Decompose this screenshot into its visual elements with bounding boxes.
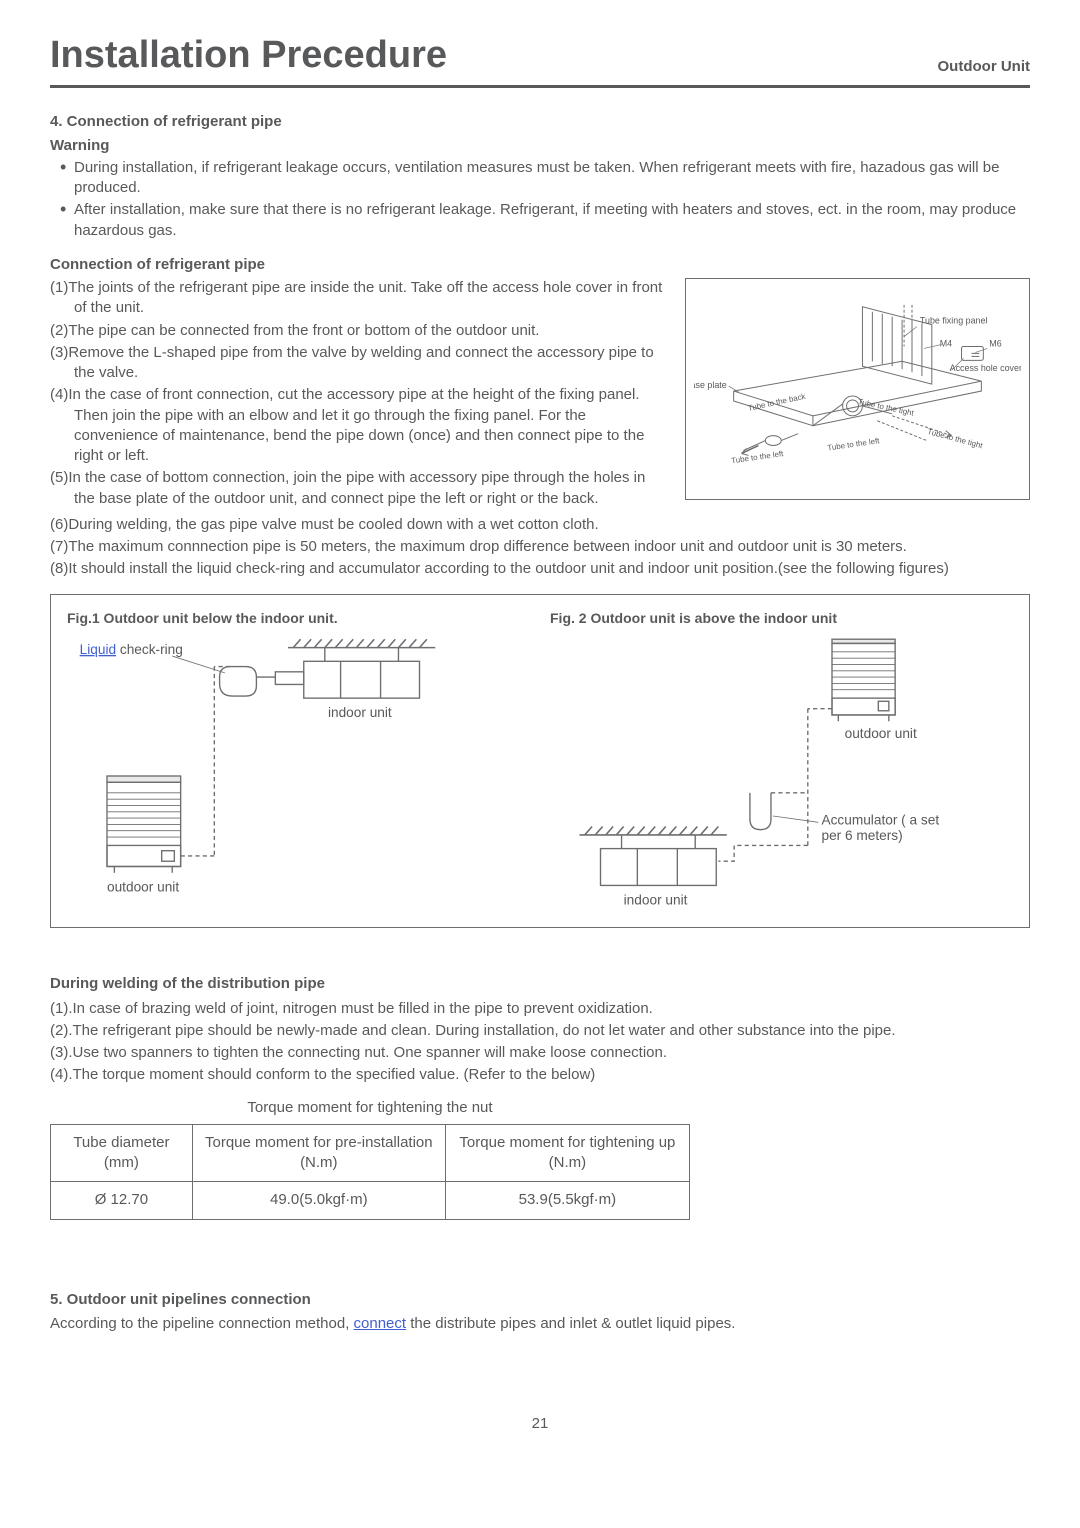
steps-list-top: (1)The joints of the refrigerant pipe ar… <box>50 278 665 509</box>
welding-item: (2).The refrigerant pipe should be newly… <box>50 1021 1030 1041</box>
page-title: Installation Precedure <box>50 30 447 81</box>
fig1-indoor-label: indoor unit <box>328 706 392 721</box>
fig1-svg: Liquid check-ring indoor unit outdoor un… <box>67 635 530 909</box>
table-caption: Torque moment for tightening the nut <box>50 1098 690 1118</box>
welding-list: (1).In case of brazing weld of joint, ni… <box>50 999 1030 1086</box>
page-number: 21 <box>50 1414 1030 1434</box>
fig2-outdoor-label: outdoor unit <box>845 727 917 742</box>
fig1-title: Fig.1 Outdoor unit below the indoor unit… <box>67 609 530 628</box>
warning-list: During installation, if refrigerant leak… <box>50 158 1030 241</box>
fig2-svg: outdoor unit indoor unit Accumulator ( a… <box>550 635 1013 909</box>
connection-heading: Connection of refrigerant pipe <box>50 255 1030 275</box>
figure-2: Fig. 2 Outdoor unit is above the indoor … <box>550 609 1013 916</box>
step-item: (5)In the case of bottom connection, joi… <box>50 468 665 509</box>
page-header: Installation Precedure Outdoor Unit <box>50 30 1030 88</box>
fig2-indoor-label: indoor unit <box>624 893 688 908</box>
connect-link[interactable]: connect <box>354 1315 407 1332</box>
fig2-accumulator-label: Accumulator ( a setper 6 meters) <box>821 813 939 844</box>
step-item: (6)During welding, the gas pipe valve mu… <box>50 515 1030 535</box>
page-subtitle: Outdoor Unit <box>938 57 1030 81</box>
table-row: Ø 12.70 49.0(5.0kgf·m) 53.9(5.5kgf·m) <box>51 1182 690 1219</box>
label-m6: M6 <box>989 338 1001 348</box>
figures-container: Fig.1 Outdoor unit below the indoor unit… <box>50 594 1030 929</box>
welding-item: (4).The torque moment should conform to … <box>50 1065 1030 1085</box>
table-cell: 49.0(5.0kgf·m) <box>192 1182 445 1219</box>
table-header: Tube diameter (mm) <box>51 1124 193 1182</box>
fig1-liquid-label: Liquid check-ring <box>80 642 183 657</box>
welding-item: (3).Use two spanners to tighten the conn… <box>50 1043 1030 1063</box>
warning-item: During installation, if refrigerant leak… <box>60 158 1030 199</box>
section5-text: According to the pipeline connection met… <box>50 1314 1030 1334</box>
label-m4: M4 <box>940 338 952 348</box>
label-tube-fixing: Tube fixing panel <box>920 316 988 326</box>
label-tube-left1: Tube to the left <box>731 449 785 465</box>
figure-1: Fig.1 Outdoor unit below the indoor unit… <box>67 609 530 916</box>
torque-table: Tube diameter (mm) Torque moment for pre… <box>50 1124 690 1220</box>
step-item: (8)It should install the liquid check-ri… <box>50 559 1030 579</box>
step-item: (2)The pipe can be connected from the fr… <box>50 321 665 341</box>
connection-diagram-svg: Tube fixing panel Base plate M4 M6 Acces… <box>694 287 1021 485</box>
label-base-plate: Base plate <box>694 380 727 390</box>
table-header-row: Tube diameter (mm) Torque moment for pre… <box>51 1124 690 1182</box>
welding-item: (1).In case of brazing weld of joint, ni… <box>50 999 1030 1019</box>
fig2-title: Fig. 2 Outdoor unit is above the indoor … <box>550 609 1013 628</box>
welding-heading: During welding of the distribution pipe <box>50 974 1030 994</box>
table-header: Torque moment for pre-installation (N.m) <box>192 1124 445 1182</box>
step-item: (7)The maximum connnection pipe is 50 me… <box>50 537 1030 557</box>
step-item: (1)The joints of the refrigerant pipe ar… <box>50 278 665 319</box>
steps-list-bottom: (6)During welding, the gas pipe valve mu… <box>50 515 1030 580</box>
label-tube-right2: Tube to the tight <box>926 427 984 451</box>
section5-pre: According to the pipeline connection met… <box>50 1315 354 1332</box>
label-tube-back: Tube to the back <box>747 392 806 413</box>
table-header: Torque moment for tightening up (N.m) <box>445 1124 689 1182</box>
step-item: (3)Remove the L-shaped pipe from the val… <box>50 343 665 384</box>
section4-heading: 4. Connection of refrigerant pipe <box>50 112 1030 132</box>
fig1-outdoor-label: outdoor unit <box>107 880 179 895</box>
section5-heading: 5. Outdoor unit pipelines connection <box>50 1290 1030 1310</box>
section5-post: the distribute pipes and inlet & outlet … <box>406 1315 735 1332</box>
step-item: (4)In the case of front connection, cut … <box>50 385 665 466</box>
warning-item: After installation, make sure that there… <box>60 200 1030 241</box>
connection-diagram: Tube fixing panel Base plate M4 M6 Acces… <box>685 278 1030 500</box>
warning-label: Warning <box>50 136 1030 156</box>
label-access-cover: Access hole cover <box>950 363 1021 373</box>
table-cell: 53.9(5.5kgf·m) <box>445 1182 689 1219</box>
steps-and-diagram: (1)The joints of the refrigerant pipe ar… <box>50 278 1030 515</box>
table-cell: Ø 12.70 <box>51 1182 193 1219</box>
label-tube-left2: Tube to the left <box>827 436 881 452</box>
